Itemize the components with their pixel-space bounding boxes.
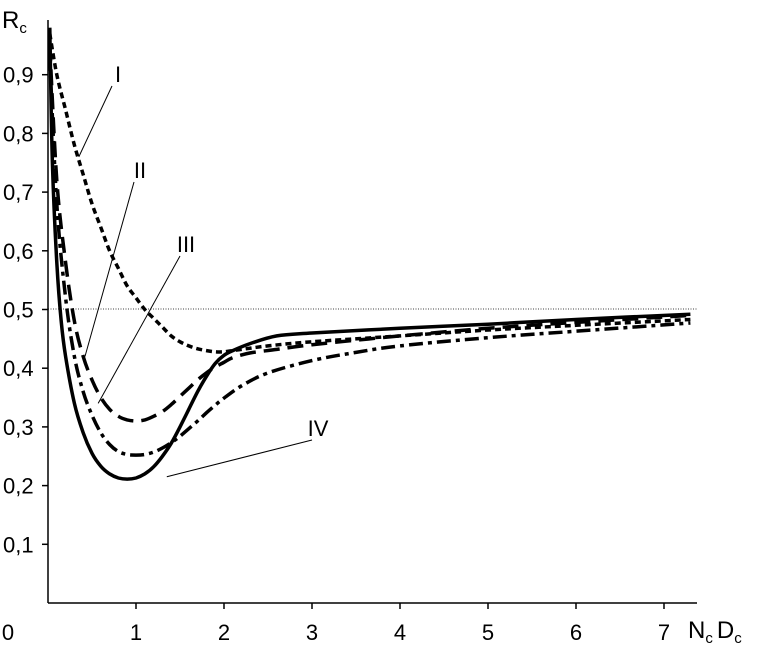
- x-axis-title-sub2: c: [734, 630, 742, 646]
- axes: [47, 20, 697, 604]
- x-tick-label: 2: [218, 620, 230, 645]
- leader-line-iii: [97, 255, 181, 404]
- y-tick-label: 0,6: [3, 239, 34, 264]
- x-tick-label: 1: [130, 620, 142, 645]
- series-line-ii: [48, 45, 691, 423]
- y-tick-label: 0,5: [3, 298, 34, 323]
- leader-line-ii: [84, 181, 135, 357]
- y-tick-label: 0,4: [3, 356, 34, 381]
- y-axis-title: Rc: [2, 7, 27, 37]
- x-tick-label: 7: [658, 620, 670, 645]
- curve-label-ii: II: [134, 158, 146, 183]
- y-tick-label: 0,7: [3, 180, 34, 205]
- y-tick-label: 0,3: [3, 415, 34, 440]
- y-ticks: 0,1 0,2 0,3 0,4 0,5 0,6 0,7 0,8 0,9: [3, 63, 48, 557]
- y-tick-label: 0,1: [3, 532, 34, 557]
- leader-line-i: [78, 85, 113, 158]
- x-tick-label: 3: [306, 620, 318, 645]
- y-tick-label: 0,8: [3, 121, 34, 146]
- y-axis-title-sub: c: [19, 20, 27, 37]
- label-leaders: [78, 85, 313, 478]
- x-axis-title: Nc Dc: [688, 617, 742, 646]
- x-axis-title-sub1: c: [705, 630, 713, 646]
- curve-label-iii: III: [177, 232, 195, 257]
- series-layer: [48, 27, 691, 481]
- y-tick-label: 0,9: [3, 63, 34, 88]
- x-ticks: 1 2 3 4 5 6 7: [130, 603, 670, 645]
- x-tick-label: 6: [570, 620, 582, 645]
- series-line-i: [48, 33, 691, 354]
- x-axis-title-part1: N: [688, 617, 705, 644]
- x-axis-title-part2: D: [717, 617, 734, 644]
- y-tick-label: 0,2: [3, 474, 34, 499]
- series-line-iv: [48, 27, 691, 481]
- y-axis-title-main: R: [2, 7, 19, 34]
- curve-label-iv: IV: [308, 416, 329, 441]
- leader-line-iv: [166, 439, 313, 478]
- x-tick-label: 5: [482, 620, 494, 645]
- origin-label: 0: [2, 620, 14, 645]
- series-line-iii: [48, 57, 691, 457]
- x-tick-label: 4: [394, 620, 406, 645]
- curve-label-i: I: [115, 62, 121, 87]
